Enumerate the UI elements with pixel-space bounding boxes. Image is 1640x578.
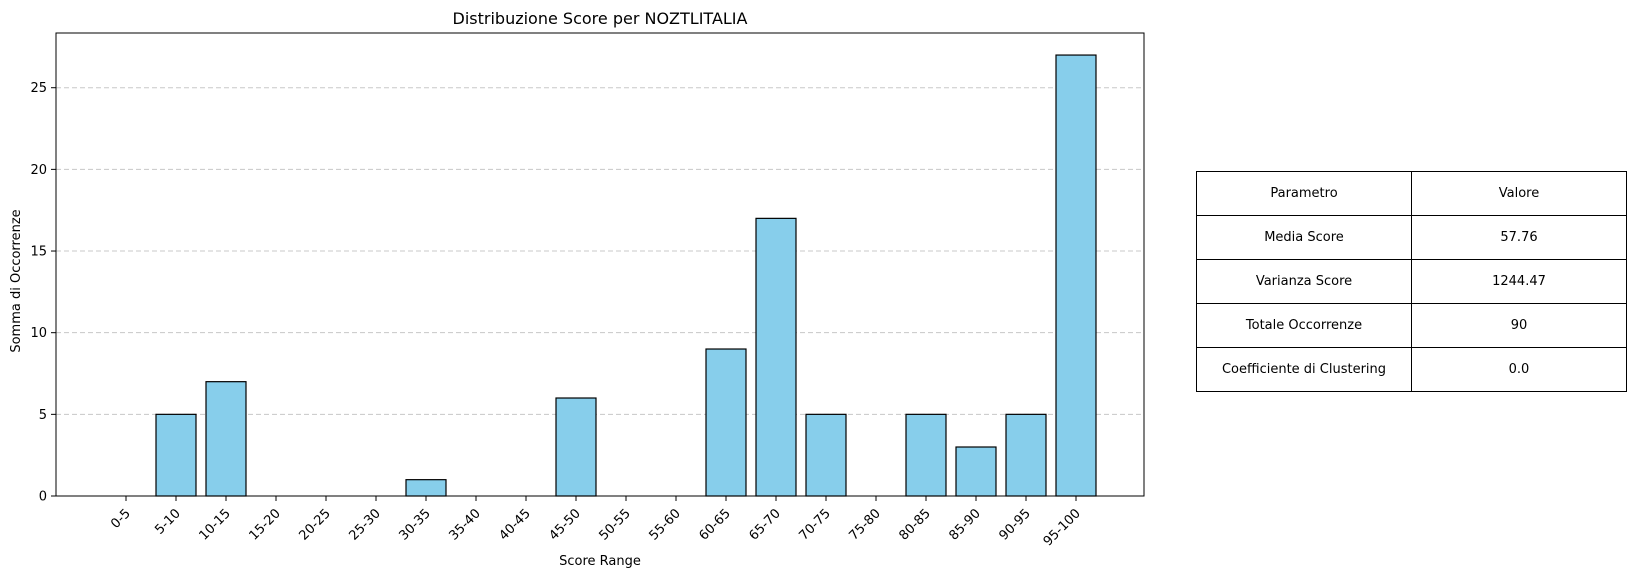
stats-param-cell: Coefficiente di Clustering <box>1196 347 1412 392</box>
bar-5-10 <box>155 413 197 497</box>
gridlines <box>56 87 1144 415</box>
x-tick-label: 25-30 <box>347 506 384 543</box>
stats-param-cell: Varianza Score <box>1196 259 1412 304</box>
bar-80-85 <box>905 413 947 497</box>
x-tick-label: 70-75 <box>797 506 834 543</box>
x-tick-label: 5-10 <box>152 506 183 537</box>
bar-90-95 <box>1005 413 1047 497</box>
x-tick-label: 0-5 <box>108 506 134 532</box>
x-tick-label: 60-65 <box>697 506 734 543</box>
y-tick-label: 5 <box>39 408 47 423</box>
stats-table-row: Coefficiente di Clustering 0.0 <box>1196 347 1627 392</box>
bar-85-90 <box>955 446 997 497</box>
bar-30-35 <box>405 479 447 497</box>
stats-table-row: Media Score 57.76 <box>1196 215 1627 260</box>
y-axis-ticks: 0 5 10 15 20 25 <box>30 81 56 505</box>
stats-header-parametro: Parametro <box>1196 171 1412 216</box>
bar-60-65 <box>705 348 747 497</box>
stats-value-cell: 90 <box>1411 303 1627 348</box>
x-tick-label: 20-25 <box>297 506 334 543</box>
x-tick-label: 40-45 <box>497 506 534 543</box>
x-tick-label: 35-40 <box>447 506 484 543</box>
y-axis-label: Somma di Occorrenze <box>9 209 24 352</box>
x-axis-label: Score Range <box>559 554 641 569</box>
bar-70-75 <box>805 413 847 497</box>
y-tick-label: 0 <box>39 490 47 505</box>
bars <box>155 54 1097 497</box>
y-tick-label: 10 <box>30 326 47 341</box>
x-tick-label: 80-85 <box>897 506 934 543</box>
plot-frame <box>55 32 1145 497</box>
stats-table-header-row: Parametro Valore <box>1196 171 1627 216</box>
stats-value-cell: 1244.47 <box>1411 259 1627 304</box>
stats-header-valore: Valore <box>1411 171 1627 216</box>
y-tick-label: 15 <box>30 245 47 260</box>
x-tick-label: 50-55 <box>597 506 634 543</box>
x-tick-label: 65-70 <box>747 506 784 543</box>
x-tick-label: 55-60 <box>647 506 684 543</box>
stats-value-cell: 57.76 <box>1411 215 1627 260</box>
bar-45-50 <box>555 397 597 497</box>
x-tick-label: 75-80 <box>847 506 884 543</box>
stats-value-cell: 0.0 <box>1411 347 1627 392</box>
bar-10-15 <box>205 381 247 497</box>
bar-65-70 <box>755 217 797 497</box>
x-tick-label: 30-35 <box>397 506 434 543</box>
x-tick-label: 45-50 <box>547 506 584 543</box>
y-tick-label: 25 <box>30 81 47 96</box>
stats-table-row: Totale Occorrenze 90 <box>1196 303 1627 348</box>
x-tick-label: 15-20 <box>247 506 284 543</box>
x-tick-label: 95-100 <box>1041 506 1084 549</box>
x-tick-label: 85-90 <box>947 506 984 543</box>
bar-95-100 <box>1055 54 1097 497</box>
stats-table-row: Varianza Score 1244.47 <box>1196 259 1627 304</box>
y-tick-label: 20 <box>30 163 47 178</box>
chart-title: Distribuzione Score per NOZTLITALIA <box>453 9 748 28</box>
x-tick-label: 90-95 <box>997 506 1034 543</box>
stats-table: Parametro Valore Media Score 57.76 Varia… <box>1196 171 1627 392</box>
x-axis-ticks: 0-5 5-10 10-15 15-20 20-25 25-30 30-35 35-40 40-… <box>108 496 1084 549</box>
x-tick-label: 10-15 <box>197 506 234 543</box>
stats-param-cell: Totale Occorrenze <box>1196 303 1412 348</box>
stats-param-cell: Media Score <box>1196 215 1412 260</box>
